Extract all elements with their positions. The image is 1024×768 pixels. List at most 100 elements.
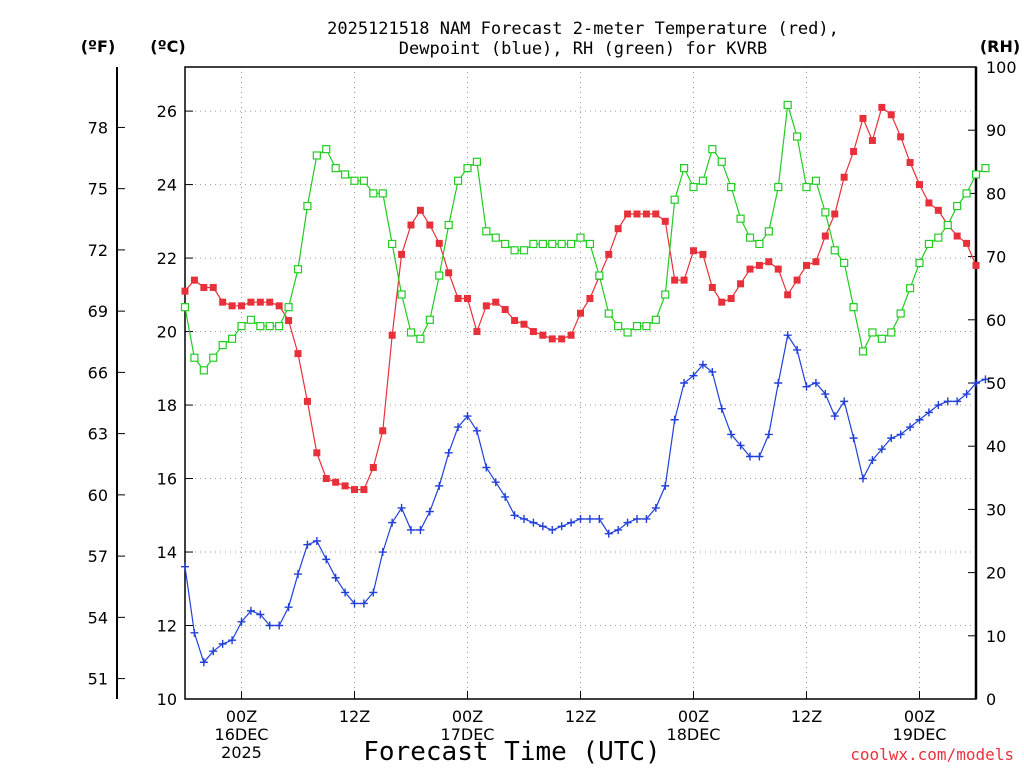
temperature-point: [529, 328, 537, 336]
dewpoint-point: [491, 478, 500, 487]
dewpoint-point: [482, 463, 491, 472]
dewpoint-point: [209, 647, 218, 656]
rh-point: [209, 353, 218, 362]
dewpoint-point: [793, 345, 802, 354]
temperature-point: [727, 294, 735, 302]
rh-point: [679, 164, 689, 173]
rh-point: [887, 328, 896, 337]
dewpoint-point: [849, 434, 858, 443]
dewpoint-series: [181, 331, 990, 667]
rh-point: [802, 182, 811, 192]
temperature-point: [520, 320, 528, 328]
temperature-point: [661, 217, 669, 225]
dewpoint-point: [736, 441, 745, 450]
dewpoint-point: [435, 481, 444, 490]
dewpoint-point: [548, 525, 557, 534]
dewpoint-point: [557, 522, 566, 531]
temperature-point: [313, 449, 321, 457]
fahrenheit-unit-label: (ºF): [81, 37, 116, 56]
temperature-point: [492, 298, 500, 306]
temperature-point: [642, 210, 650, 218]
rh-point: [924, 239, 934, 249]
rh-tick-label: 10: [986, 627, 1006, 646]
dewpoint-point: [529, 518, 538, 527]
dewpoint-point: [576, 514, 585, 523]
dewpoint-point: [746, 452, 754, 461]
rh-tick-label: 50: [986, 374, 1006, 393]
dewpoint-point: [472, 426, 481, 435]
rh-point: [444, 220, 453, 230]
rh-point: [284, 303, 293, 312]
rh-point: [331, 164, 340, 173]
dewpoint-point: [727, 430, 736, 439]
rh-point: [557, 239, 566, 249]
rh-point: [792, 132, 802, 141]
rh-tick-label: 0: [986, 690, 996, 709]
dewpoint-point: [896, 430, 905, 439]
rh-point: [482, 227, 491, 236]
temperature-point: [407, 221, 415, 229]
rh-point: [774, 182, 783, 192]
dewpoint-point: [322, 555, 331, 564]
rh-point: [943, 220, 952, 230]
dewpoint-point: [359, 599, 368, 608]
fahrenheit-tick-label: 78: [88, 118, 108, 137]
temperature-point: [737, 280, 745, 288]
dewpoint-point: [943, 397, 952, 406]
dewpoint-point: [388, 518, 397, 527]
temperature-point: [624, 210, 632, 218]
temperature-point: [266, 298, 274, 306]
dewpoint-point: [538, 522, 547, 531]
rh-point: [548, 239, 557, 249]
chart-title-line-2: Dewpoint (blue), RH (green) for KVRB: [399, 39, 767, 59]
temperature-point: [812, 258, 820, 266]
temperature-point: [840, 173, 848, 181]
dewpoint-point: [256, 610, 265, 619]
celsius-tick-label: 10: [157, 690, 177, 709]
temperature-point: [416, 206, 424, 214]
rh-tick-label: 20: [986, 564, 1006, 583]
rh-point: [340, 170, 350, 179]
temperature-point: [934, 206, 942, 214]
temperature-point: [859, 114, 867, 122]
gridlines: [185, 67, 976, 699]
rh-point: [303, 201, 312, 211]
temperature-point: [558, 335, 566, 343]
temperature-point: [256, 298, 264, 306]
dewpoint-point: [397, 503, 406, 512]
rh-point: [755, 239, 764, 249]
x-tick-label: 17DEC: [441, 725, 495, 744]
temperature-point: [219, 298, 227, 306]
temperature-point: [831, 210, 839, 218]
temperature-point: [897, 133, 905, 141]
dewpoint-point: [755, 452, 764, 461]
rh-point: [491, 233, 500, 242]
celsius-unit-label: (ºC): [150, 37, 185, 56]
rh-point: [934, 233, 943, 242]
celsius-tick-label: 22: [157, 249, 177, 268]
temperature-point: [963, 239, 971, 247]
rh-point: [180, 303, 190, 312]
temperature-point: [784, 291, 792, 299]
temperature-point: [294, 350, 302, 358]
dewpoint-point: [868, 456, 877, 465]
temperature-point: [398, 250, 406, 258]
dewpoint-point: [595, 514, 604, 523]
x-tick-label: 12Z: [791, 707, 822, 726]
rh-point: [981, 164, 990, 173]
dewpoint-point: [953, 397, 962, 406]
rh-point: [651, 315, 660, 324]
temperature-point: [473, 328, 481, 336]
rh-unit-label: (RH): [980, 37, 1020, 56]
temperature-series: [181, 103, 980, 494]
rh-point: [661, 290, 670, 299]
rh-tick-label: 70: [986, 248, 1006, 267]
temperature-point: [614, 225, 622, 233]
temperature-point: [351, 486, 358, 494]
rh-point: [877, 334, 886, 343]
rh-tick-label: 60: [986, 311, 1006, 330]
dewpoint-point: [811, 379, 820, 387]
fahrenheit-tick-label: 63: [88, 425, 108, 444]
temperature-point: [793, 276, 801, 284]
rh-point: [670, 195, 679, 204]
